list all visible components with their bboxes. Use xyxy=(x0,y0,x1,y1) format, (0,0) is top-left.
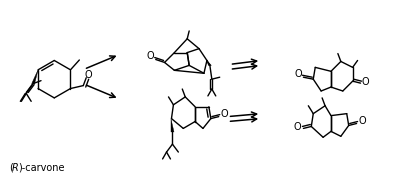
Text: O: O xyxy=(84,70,92,80)
Polygon shape xyxy=(207,60,211,65)
Polygon shape xyxy=(32,70,38,84)
Text: O: O xyxy=(293,122,301,132)
Text: R: R xyxy=(12,163,18,173)
Text: O: O xyxy=(294,69,302,79)
Text: (: ( xyxy=(9,163,13,173)
Text: O: O xyxy=(361,77,369,87)
Text: O: O xyxy=(220,109,228,119)
Text: O: O xyxy=(358,116,365,126)
Polygon shape xyxy=(171,118,174,132)
Text: O: O xyxy=(147,51,154,61)
Text: )-carvone: )-carvone xyxy=(18,163,64,173)
